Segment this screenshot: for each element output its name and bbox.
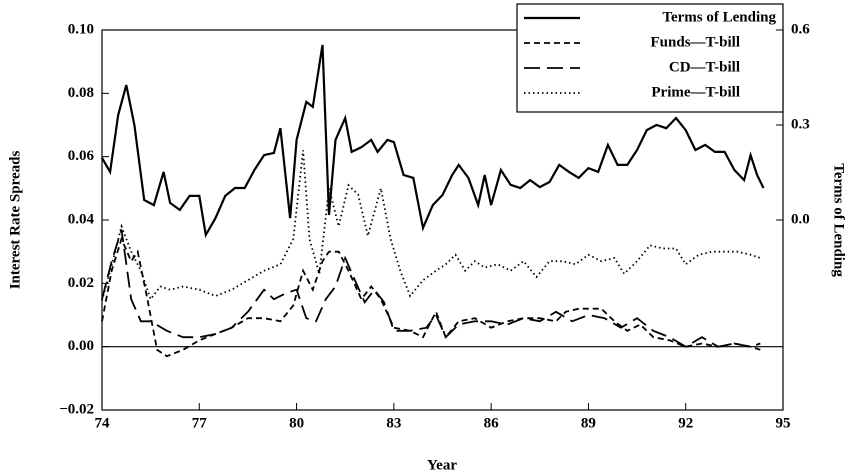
y-tick-label: 0.02 xyxy=(68,275,94,291)
y-axis-label: Interest Rate Spreads xyxy=(7,151,23,290)
x-tick-label: 83 xyxy=(386,415,401,431)
y-tick-label: 0.10 xyxy=(68,21,94,37)
y2-tick-label: 0.6 xyxy=(791,21,810,37)
x-tick-label: 80 xyxy=(289,415,304,431)
series-line xyxy=(101,229,761,348)
y-tick-label: −0.02 xyxy=(59,401,94,417)
y2-axis-label: Terms of Lending xyxy=(831,163,847,277)
legend-label: Prime—T-bill xyxy=(651,84,740,100)
x-tick-label: 74 xyxy=(95,415,111,431)
x-axis-label: Year xyxy=(427,457,457,473)
legend-label: Terms of Lending xyxy=(662,9,776,25)
series-line xyxy=(101,236,761,358)
y-tick-label: 0.06 xyxy=(68,148,95,164)
y2-tick-label: 0.0 xyxy=(791,211,810,227)
y-tick-label: 0.08 xyxy=(68,85,94,101)
x-tick-label: 77 xyxy=(192,415,208,431)
y-tick-label: 0.04 xyxy=(68,211,95,227)
y2-tick-label: 0.3 xyxy=(791,116,810,132)
y-tick-label: 0.00 xyxy=(68,338,94,354)
legend-label: CD—T-bill xyxy=(669,59,740,75)
series-line xyxy=(101,44,765,239)
x-tick-label: 95 xyxy=(776,415,791,431)
legend-label: Funds—T-bill xyxy=(651,34,741,50)
x-tick-label: 86 xyxy=(484,415,500,431)
x-tick-label: 89 xyxy=(581,415,596,431)
series-line xyxy=(101,150,761,302)
legend-box xyxy=(516,3,784,113)
x-tick-label: 92 xyxy=(678,415,693,431)
